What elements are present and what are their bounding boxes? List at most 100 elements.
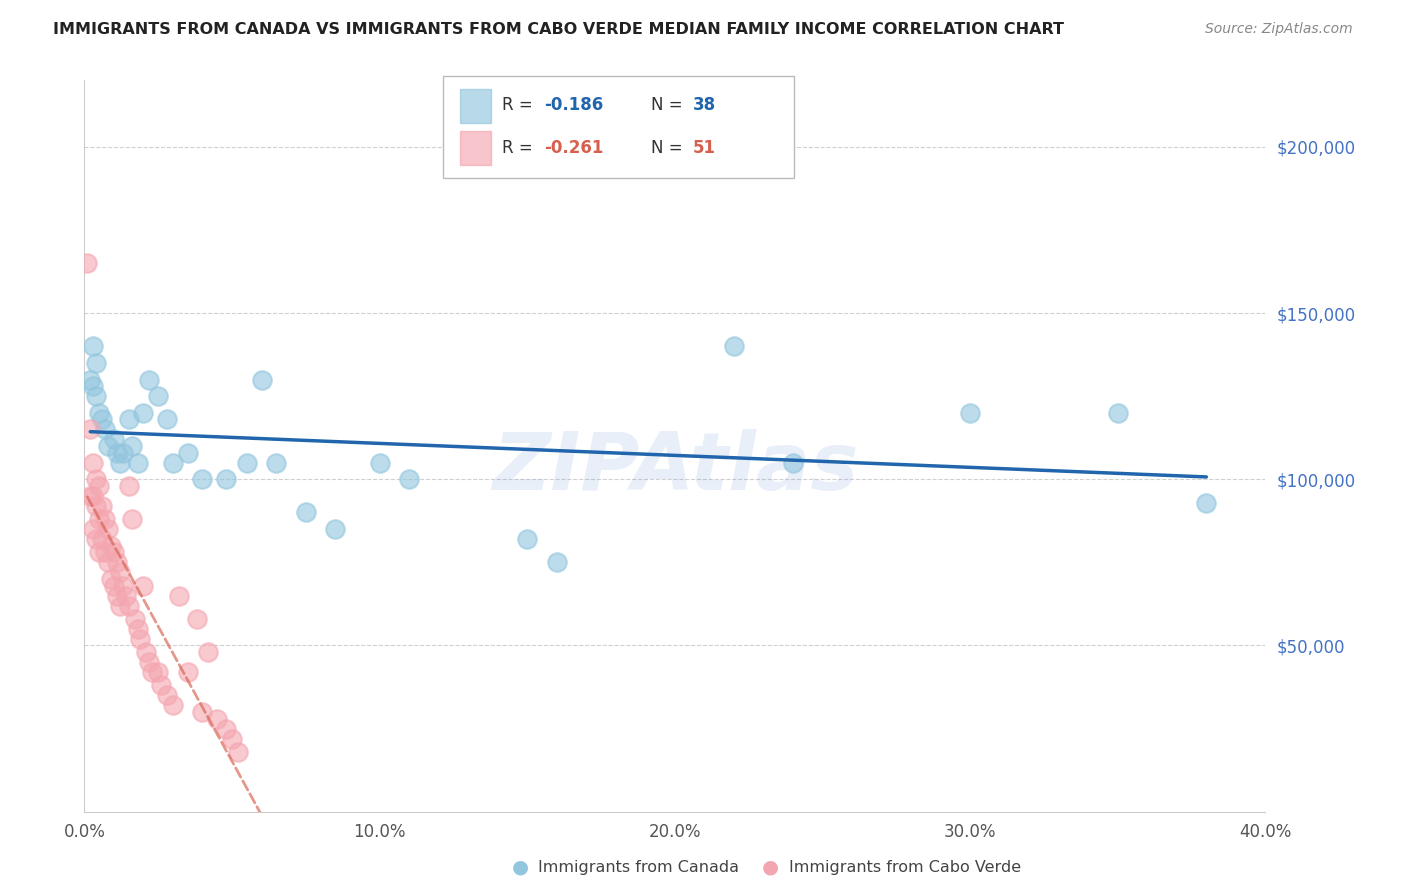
Text: Immigrants from Canada: Immigrants from Canada [538, 860, 740, 874]
Point [82, 339, 104, 353]
Point [959, 406, 981, 420]
Point [82, 456, 104, 470]
Point [250, 372, 273, 386]
Point [162, 456, 184, 470]
Point [103, 433, 125, 447]
Text: N =: N = [651, 96, 688, 114]
Point [516, 532, 538, 546]
Point [103, 545, 125, 559]
Point [207, 712, 229, 726]
Text: IMMIGRANTS FROM CANADA VS IMMIGRANTS FROM CABO VERDE MEDIAN FAMILY INCOME CORREL: IMMIGRANTS FROM CANADA VS IMMIGRANTS FRO… [53, 22, 1064, 37]
Point [156, 412, 179, 426]
Point [1107, 406, 1129, 420]
Text: Source: ZipAtlas.com: Source: ZipAtlas.com [1205, 22, 1353, 37]
Point [79, 422, 101, 436]
Point [84, 472, 107, 486]
Point [111, 445, 134, 459]
Point [191, 472, 214, 486]
Point [148, 665, 170, 679]
Text: R =: R = [502, 96, 538, 114]
Point [97, 439, 120, 453]
Point [82, 379, 104, 393]
Point [162, 698, 184, 713]
Point [132, 579, 155, 593]
Point [114, 589, 136, 603]
Point [782, 456, 804, 470]
Point [108, 456, 131, 470]
Point [105, 555, 128, 569]
Point [546, 555, 568, 569]
Point [91, 532, 114, 546]
Point [124, 612, 146, 626]
Point [156, 689, 179, 703]
Point [103, 579, 125, 593]
Point [141, 665, 163, 679]
Text: -0.186: -0.186 [544, 96, 603, 114]
Point [295, 506, 318, 520]
Point [105, 589, 128, 603]
Point [150, 678, 173, 692]
Text: 51: 51 [693, 139, 716, 157]
Point [91, 499, 114, 513]
Point [97, 522, 120, 536]
Text: ●: ● [512, 857, 529, 877]
Point [368, 456, 391, 470]
Text: Immigrants from Cabo Verde: Immigrants from Cabo Verde [789, 860, 1021, 874]
Text: N =: N = [651, 139, 688, 157]
Point [127, 456, 149, 470]
Point [148, 389, 170, 403]
Point [100, 539, 122, 553]
Point [266, 456, 288, 470]
Point [167, 589, 190, 603]
Point [215, 472, 238, 486]
Point [135, 645, 157, 659]
Text: ●: ● [762, 857, 779, 877]
Point [108, 599, 131, 613]
Point [84, 389, 107, 403]
Point [94, 422, 117, 436]
Point [97, 555, 120, 569]
Point [121, 512, 143, 526]
Text: R =: R = [502, 139, 538, 157]
Point [79, 372, 101, 386]
Point [91, 412, 114, 426]
Point [226, 745, 249, 759]
Point [87, 512, 111, 526]
Point [129, 632, 152, 646]
Point [87, 479, 111, 493]
Point [108, 566, 131, 580]
Point [132, 406, 155, 420]
Point [186, 612, 208, 626]
Point [138, 372, 160, 386]
Point [82, 522, 104, 536]
Point [87, 406, 111, 420]
Point [1195, 495, 1218, 509]
Text: ZIPAtlas: ZIPAtlas [492, 429, 858, 507]
Point [79, 489, 101, 503]
Point [215, 722, 238, 736]
Point [398, 472, 420, 486]
Point [84, 532, 107, 546]
Text: 38: 38 [693, 96, 716, 114]
Point [177, 445, 200, 459]
Point [105, 445, 128, 459]
Point [82, 489, 104, 503]
Point [221, 731, 243, 746]
Point [197, 645, 219, 659]
Point [118, 599, 141, 613]
Point [84, 499, 107, 513]
Point [236, 456, 259, 470]
Point [177, 665, 200, 679]
Point [723, 339, 745, 353]
Point [191, 705, 214, 719]
Point [111, 579, 134, 593]
Point [118, 479, 141, 493]
Point [87, 545, 111, 559]
Point [121, 439, 143, 453]
Point [138, 655, 160, 669]
Text: -0.261: -0.261 [544, 139, 603, 157]
Point [94, 545, 117, 559]
Point [94, 512, 117, 526]
Point [127, 622, 149, 636]
Point [118, 412, 141, 426]
